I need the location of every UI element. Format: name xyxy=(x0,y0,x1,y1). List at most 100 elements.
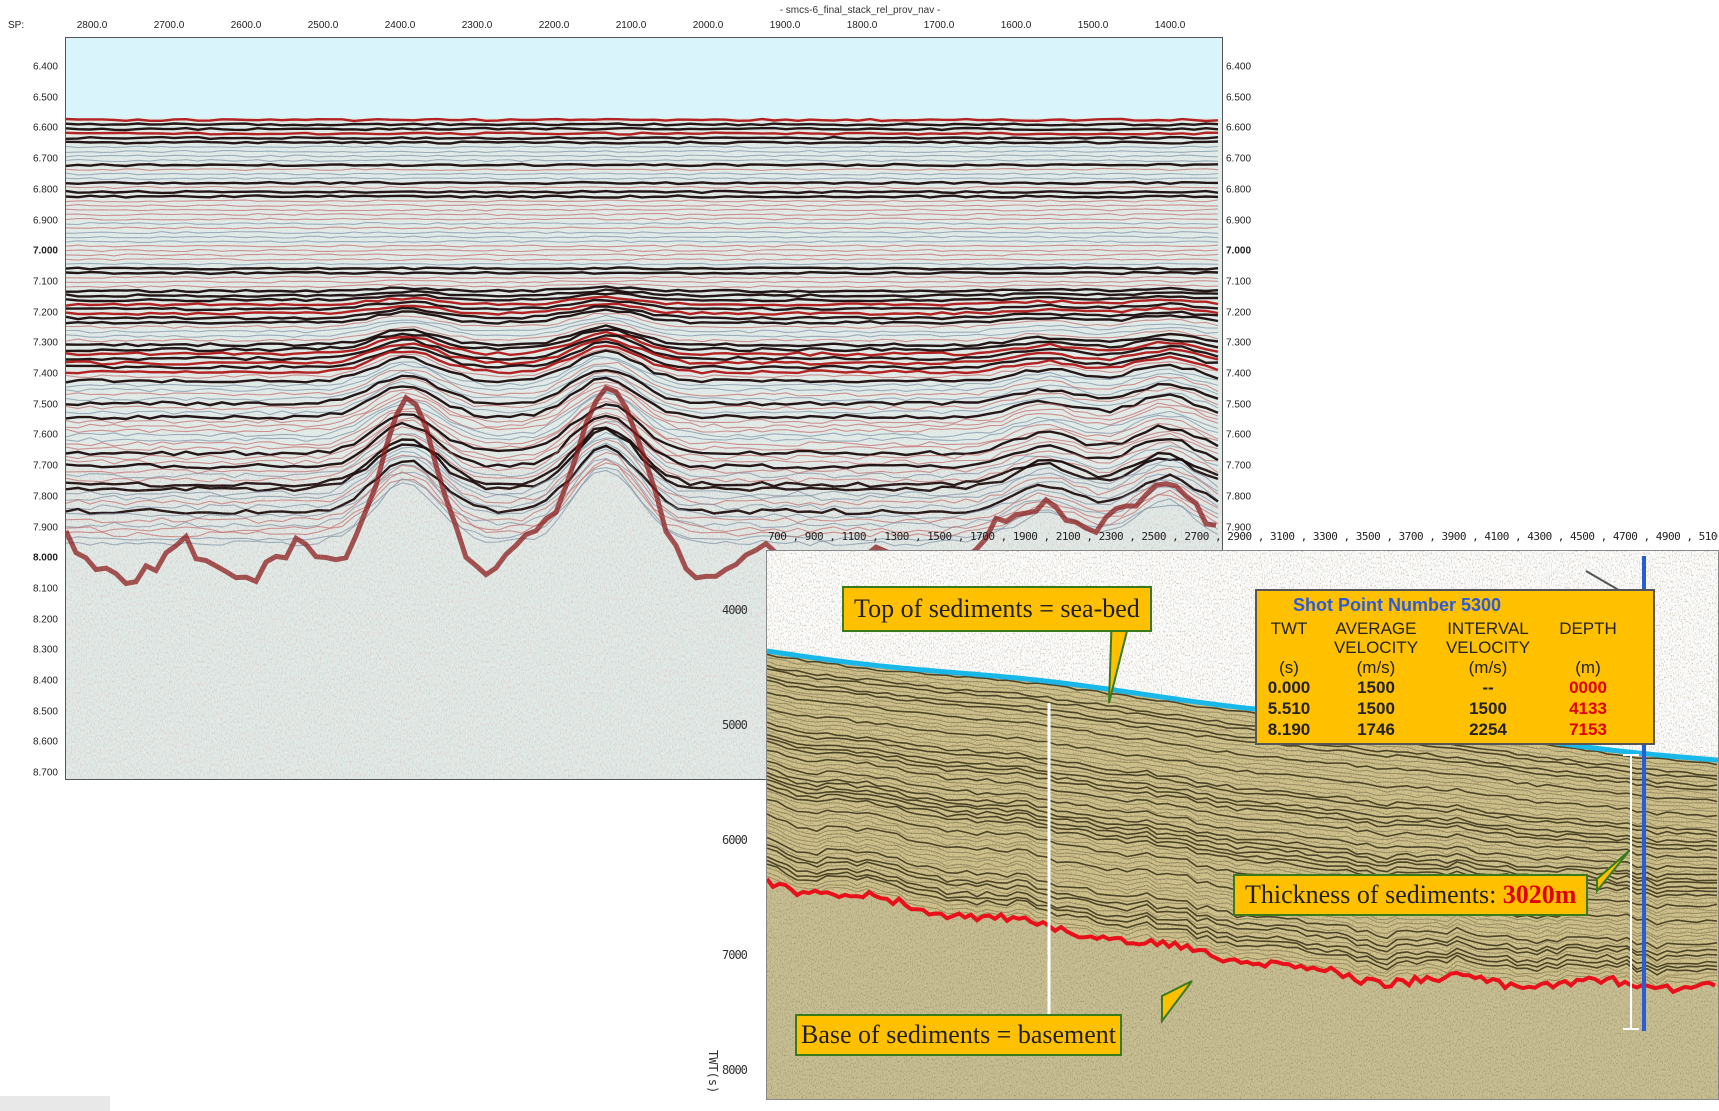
shot-point-tick: 1800.0 xyxy=(846,20,878,31)
reflector-line xyxy=(66,388,1219,433)
section-title: - smcs-6_final_stack_rel_prov_nav - xyxy=(779,5,941,16)
shot-point-tick: 1900.0 xyxy=(769,20,801,31)
reflector-line xyxy=(66,275,1219,280)
shot-point-tick: 2700.0 xyxy=(153,20,185,31)
reflector-line xyxy=(66,314,1219,334)
reflector-line xyxy=(66,291,1219,303)
col-header-average: AVERAGE xyxy=(1335,619,1417,638)
reflector-line xyxy=(66,392,1219,443)
water-column xyxy=(66,38,1222,118)
inset-seismic-panel: Top of sediments = sea-bed Base of sedim… xyxy=(766,550,1719,1100)
velocity-table-cell: 0000 xyxy=(1569,678,1607,697)
unit-depth: (m) xyxy=(1575,658,1601,677)
velocity-table-cell: 1500 xyxy=(1357,678,1395,697)
velocity-table-cell: 0.000 xyxy=(1267,678,1311,697)
reflector-line xyxy=(66,253,1219,257)
time-tick: 7.600 xyxy=(1226,429,1252,441)
time-tick: 7.300 xyxy=(32,337,58,349)
thickness-value: 3020m xyxy=(1502,880,1577,909)
time-tick: 7.800 xyxy=(1226,491,1252,503)
time-tick: 7.900 xyxy=(32,522,58,533)
basement-line xyxy=(767,877,1716,995)
col-header-interval: INTERVAL xyxy=(1447,619,1529,638)
reflector-line xyxy=(66,135,1219,141)
shot-point-tick: 2200.0 xyxy=(538,20,570,31)
reflector-line xyxy=(66,401,1219,451)
reflector-line xyxy=(66,322,1219,343)
shot-point-tick: 2100.0 xyxy=(615,20,647,31)
reflector-line xyxy=(66,403,1219,457)
reflector-line xyxy=(66,334,1219,362)
thickness-callout: Thickness of sediments: 3020m xyxy=(1233,874,1589,916)
velocity-table-cell: 2254 xyxy=(1469,720,1507,739)
thickness-label: Thickness of sediments: xyxy=(1245,880,1503,909)
shot-point-tick: 2500.0 xyxy=(307,20,339,31)
shot-point-tick: 2400.0 xyxy=(384,20,416,31)
time-tick: 7.300 xyxy=(1226,337,1252,349)
velocity-table-cell: -- xyxy=(1482,678,1494,697)
time-tick: 6.500 xyxy=(1226,92,1252,104)
time-tick: 6.600 xyxy=(32,122,58,134)
reflector-line xyxy=(66,365,1219,402)
reflector-line xyxy=(66,212,1219,217)
velocity-table: Shot Point Number 5300 TWT AVERAGE INTER… xyxy=(1255,589,1655,745)
reflector-line xyxy=(66,217,1219,221)
velocity-table-cell: 4133 xyxy=(1569,699,1607,718)
reflector-line xyxy=(66,262,1219,266)
time-tick: 7.000 xyxy=(1226,245,1252,257)
time-tick: 8.000 xyxy=(32,552,58,564)
reflector-line xyxy=(66,414,1219,471)
shot-point-tick: 1400.0 xyxy=(1154,20,1186,31)
reflector-line xyxy=(66,203,1218,208)
reflector-line xyxy=(66,167,1219,172)
base-of-sediments-callout: Base of sediments = basement xyxy=(795,1014,1123,1056)
reflector-line xyxy=(66,356,1219,393)
reflector-line xyxy=(66,302,1219,316)
time-tick: 6.600 xyxy=(1226,122,1252,134)
reflector-line xyxy=(66,308,1219,326)
col-header-average-2: VELOCITY xyxy=(1333,638,1419,657)
time-tick: 6.900 xyxy=(32,215,58,226)
reflector-line xyxy=(66,235,1219,239)
time-tick: 8.500 xyxy=(32,706,58,718)
time-tick: 8.100 xyxy=(32,583,58,595)
time-tick: 7.200 xyxy=(1226,307,1252,319)
unit-twt: (s) xyxy=(1279,658,1299,677)
time-tick: 6.400 xyxy=(1226,61,1252,73)
reflector-line xyxy=(66,145,1219,149)
reflector-line xyxy=(66,295,1219,307)
reflector-line xyxy=(66,371,1219,411)
reflector-line xyxy=(66,337,1219,366)
time-tick: 8.700 xyxy=(32,767,58,779)
time-tick: 7.500 xyxy=(1226,399,1252,411)
reflector-line xyxy=(66,180,1219,186)
reflector-line xyxy=(66,194,1219,199)
time-tick: 8.300 xyxy=(32,644,58,656)
unit-average: (m/s) xyxy=(1356,658,1396,677)
reflector-line xyxy=(66,149,1219,154)
time-tick: 7.200 xyxy=(32,307,58,319)
reflector-line xyxy=(66,312,1219,329)
reflector-line xyxy=(66,279,1219,284)
shot-point-tick: 1600.0 xyxy=(1000,20,1032,31)
depth-tick: 7000 xyxy=(722,948,748,962)
reflector-line xyxy=(66,122,1219,127)
time-tick: 7.700 xyxy=(1226,460,1252,472)
reflector-line xyxy=(66,172,1219,176)
shot-point-tick: 2800.0 xyxy=(76,20,108,31)
velocity-table-cell: 8.190 xyxy=(1267,720,1311,739)
reflector-line xyxy=(66,131,1219,136)
reflector-line xyxy=(66,407,1219,461)
shot-point-tick: 1500.0 xyxy=(1077,20,1109,31)
shot-point-tick: 2300.0 xyxy=(461,20,493,31)
reflector-line xyxy=(66,266,1219,271)
inset-shot-point-axis: 700 , 900 , 1100 , 1300 , 1500 , 1700 , … xyxy=(768,530,1718,543)
reflector-line xyxy=(66,221,1219,226)
reflector-line xyxy=(66,340,1219,371)
reflector-line xyxy=(66,328,1219,353)
velocity-table-cell: 7153 xyxy=(1569,720,1607,739)
reflector-line xyxy=(66,189,1219,195)
depth-tick: 4000 xyxy=(722,603,748,617)
velocity-table-cell: 1500 xyxy=(1357,699,1395,718)
reflector-line xyxy=(66,208,1219,212)
